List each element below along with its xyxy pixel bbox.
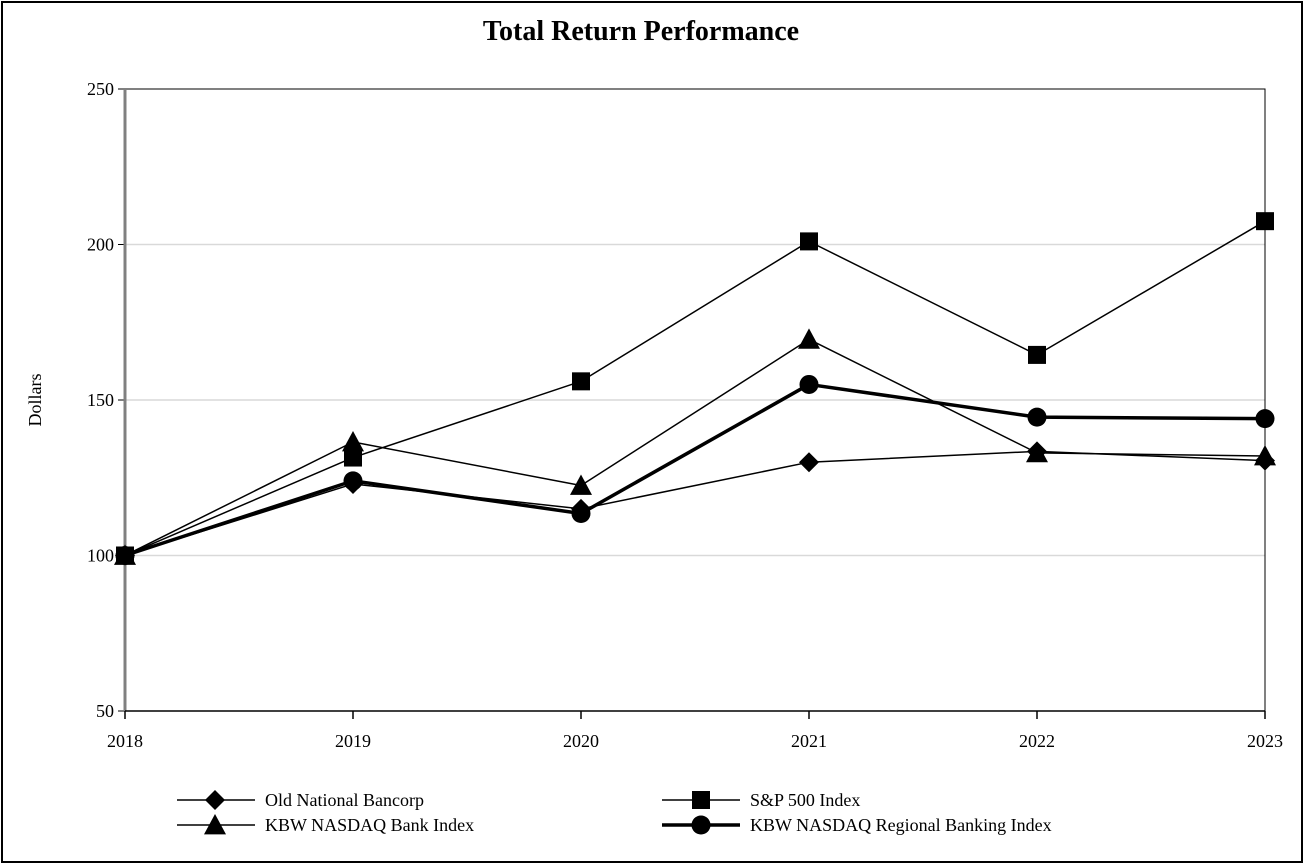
legend-entry-triangle: KBW NASDAQ Bank Index: [177, 814, 474, 835]
x-tick-label-2022: 2022: [1019, 731, 1055, 751]
point-square-2022: [1028, 345, 1046, 364]
point-triangle-2023: [1254, 444, 1276, 466]
point-square-2021: [800, 232, 818, 251]
point-diamond-2021: [799, 452, 819, 473]
chart-title: Total Return Performance: [483, 16, 799, 47]
y-tick-label-150: 150: [87, 390, 114, 410]
point-circle-2018: [115, 546, 135, 565]
x-tick-label-2018: 2018: [107, 731, 143, 751]
point-triangle-2021: [798, 328, 820, 349]
y-tick-label-250: 250: [87, 79, 114, 99]
point-triangle-2019: [342, 430, 364, 452]
legend-marker-triangle: [204, 814, 226, 835]
point-circle-2022: [1027, 407, 1047, 427]
legend-entry-square: S&P 500 Index: [662, 790, 860, 810]
legend-label-square: S&P 500 Index: [750, 790, 860, 810]
series-circle: [115, 374, 1275, 565]
y-tick-label-100: 100: [87, 546, 114, 566]
y-tick-label-50: 50: [96, 701, 114, 721]
y-axis-label: Dollars: [25, 374, 45, 427]
legend-marker-diamond: [205, 790, 225, 810]
point-square-2019: [344, 448, 362, 467]
y-tick-label-200: 200: [87, 235, 114, 255]
x-tick-label-2019: 2019: [335, 731, 371, 751]
legend-label-circle: KBW NASDAQ Regional Banking Index: [750, 815, 1052, 835]
point-circle-2020: [571, 504, 591, 524]
legend-marker-circle: [691, 815, 711, 835]
point-circle-2021: [799, 374, 819, 394]
series-square: [116, 212, 1274, 565]
x-tick-label-2021: 2021: [791, 731, 827, 751]
point-circle-2019: [343, 471, 363, 491]
x-tick-label-2023: 2023: [1247, 731, 1283, 751]
legend-entry-diamond: Old National Bancorp: [177, 790, 424, 810]
point-circle-2023: [1255, 409, 1275, 429]
legend-entry-circle: KBW NASDAQ Regional Banking Index: [662, 815, 1052, 835]
axes: 50 100 150 200 250 2018 2019 2020 2021 2022 2023: [87, 79, 1283, 751]
series-line-triangle: [124, 338, 1266, 557]
point-square-2023: [1256, 212, 1274, 231]
legend-label-diamond: Old National Bancorp: [265, 790, 424, 810]
series-line-circle: [124, 382, 1266, 558]
point-triangle-2020: [570, 474, 592, 495]
legend-marker-square: [692, 791, 710, 809]
point-triangle-2022: [1026, 441, 1048, 463]
series-line-diamond: [124, 450, 1266, 557]
series-line-square: [124, 220, 1266, 557]
series-group: [114, 212, 1276, 566]
grid-lines: [125, 243, 1265, 557]
legend-label-triangle: KBW NASDAQ Bank Index: [265, 815, 474, 835]
series-triangle: [114, 328, 1276, 565]
legend: Old National Bancorp S&P 500 Index KBW NAS…: [177, 790, 1052, 835]
point-square-2020: [572, 372, 590, 391]
x-tick-label-2020: 2020: [563, 731, 599, 751]
